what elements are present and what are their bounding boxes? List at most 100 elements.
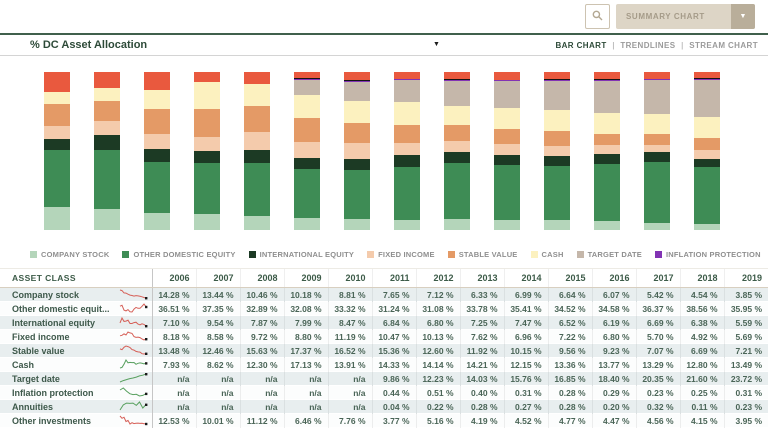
legend-item-cash[interactable]: CASH <box>530 250 564 259</box>
legend-item-fixed-income[interactable]: FIXED INCOME <box>367 250 435 259</box>
legend-item-target-date[interactable]: TARGET DATE <box>576 250 642 259</box>
value-cell: 0.31 % <box>503 385 549 400</box>
value-cell: 6.46 % <box>283 413 329 428</box>
bar-segment <box>244 72 270 85</box>
value-cell: 38.56 % <box>679 301 725 316</box>
bar-segment <box>94 121 120 135</box>
summary-chart-dropdown[interactable]: SUMMARY CHART ▼ <box>616 4 755 29</box>
bar-segment <box>294 95 320 118</box>
bar-segment <box>194 72 220 83</box>
year-header-2006: 2006 <box>151 268 197 288</box>
value-cell: 36.51 % <box>151 301 197 316</box>
bar-segment <box>694 79 720 118</box>
row-label: Annuities <box>12 401 54 412</box>
value-cell: 0.22 % <box>415 399 461 414</box>
bar-segment <box>494 155 520 166</box>
legend-label: OTHER DOMESTIC EQUITY <box>133 250 236 259</box>
value-cell: 15.76 % <box>503 371 549 386</box>
bar-segment <box>494 219 520 230</box>
view-option-stream-chart[interactable]: STREAM CHART <box>689 40 758 50</box>
bar-segment <box>444 79 470 81</box>
bar-segment <box>444 79 470 80</box>
bar-segment <box>544 79 570 81</box>
bar-segment <box>94 87 120 102</box>
legend-item-stable-value[interactable]: STABLE VALUE <box>447 250 518 259</box>
title-dropdown-caret-icon[interactable]: ▼ <box>433 41 440 48</box>
bar-segment <box>44 149 70 208</box>
bar-segment <box>694 71 720 79</box>
bar-segment <box>144 89 170 110</box>
value-cell: 0.23 % <box>635 385 681 400</box>
legend-item-other-domestic-equity[interactable]: OTHER DOMESTIC EQUITY <box>122 250 235 259</box>
sparkline <box>119 331 147 341</box>
legend-swatch <box>248 251 256 258</box>
value-cell: 8.81 % <box>327 287 373 302</box>
bar-segment <box>44 91 70 105</box>
bar-segment <box>344 169 370 219</box>
bar-segment <box>494 107 520 129</box>
bar-segment <box>644 152 670 163</box>
bar-segment <box>544 80 570 110</box>
legend-item-company-stock[interactable]: COMPANY STOCK <box>30 250 109 259</box>
bar-segment <box>44 138 70 150</box>
bar-segment <box>544 166 570 221</box>
sparkline-cell <box>116 386 152 400</box>
value-cell: 7.76 % <box>327 413 373 428</box>
year-header-2015: 2015 <box>547 268 593 288</box>
bar-segment <box>394 79 420 81</box>
value-cell: 10.47 % <box>371 329 417 344</box>
value-cell: 13.29 % <box>635 357 681 372</box>
bar-segment <box>294 117 320 142</box>
legend-item-international-equity[interactable]: INTERNATIONAL EQUITY <box>248 250 355 259</box>
value-cell: 31.24 % <box>371 301 417 316</box>
row-label: Target date <box>12 373 60 384</box>
bar-segment <box>294 77 320 79</box>
value-cell: 9.23 % <box>591 343 637 358</box>
year-header-2013: 2013 <box>459 268 505 288</box>
bar-segment <box>444 124 470 141</box>
chart-view-switcher: BAR CHART | TRENDLINES | STREAM CHART <box>555 41 768 50</box>
value-cell: 16.52 % <box>327 343 373 358</box>
year-header-2010: 2010 <box>327 268 373 288</box>
year-header-2009: 2009 <box>283 268 329 288</box>
value-cell: 33.32 % <box>327 301 373 316</box>
table-row-company-stock: Company stock 14.28 % 13.44 % 10.46 % 10.18 … <box>0 287 768 302</box>
value-cell: 0.04 % <box>371 399 417 414</box>
value-cell: 7.25 % <box>459 315 505 330</box>
value-cell: 32.08 % <box>283 301 329 316</box>
view-option-bar-chart[interactable]: BAR CHART <box>555 40 607 50</box>
bar-segment <box>244 216 270 230</box>
bar-segment <box>394 143 420 156</box>
bar-segment <box>194 163 220 214</box>
sparkline <box>119 387 147 397</box>
bar-segment <box>344 100 370 124</box>
value-cell: 12.15 % <box>503 357 549 372</box>
bar-segment <box>244 106 270 133</box>
bar-segment <box>594 80 620 113</box>
bar-segment <box>344 81 370 101</box>
chevron-down-icon: ▼ <box>731 4 755 29</box>
bar-segment <box>94 101 120 122</box>
top-toolbar: SUMMARY CHART ▼ <box>0 0 768 33</box>
value-cell: 12.30 % <box>239 357 285 372</box>
legend-swatch <box>655 251 662 258</box>
legend-label: COMPANY STOCK <box>41 250 110 259</box>
sparkline-cell <box>116 316 152 330</box>
bar-segment <box>394 71 420 79</box>
view-option-trendlines[interactable]: TRENDLINES <box>620 40 676 50</box>
value-cell: 14.14 % <box>415 357 461 372</box>
bar-segment <box>544 220 570 230</box>
row-label: Other domestic equit... <box>12 303 110 314</box>
bar-segment <box>344 72 370 81</box>
sparkline-cell <box>116 344 152 358</box>
search-button[interactable] <box>585 4 610 29</box>
value-cell: 34.52 % <box>547 301 593 316</box>
legend-item-inflation-protection[interactable]: INFLATION PROTECTION <box>655 250 761 259</box>
bar-segment <box>494 80 520 82</box>
value-cell: 12.23 % <box>415 371 461 386</box>
sparkline-cell <box>116 302 152 316</box>
value-cell: 10.18 % <box>283 287 329 302</box>
value-cell: 5.59 % <box>723 315 768 330</box>
year-header-2017: 2017 <box>635 268 681 288</box>
sparkline <box>119 415 147 426</box>
